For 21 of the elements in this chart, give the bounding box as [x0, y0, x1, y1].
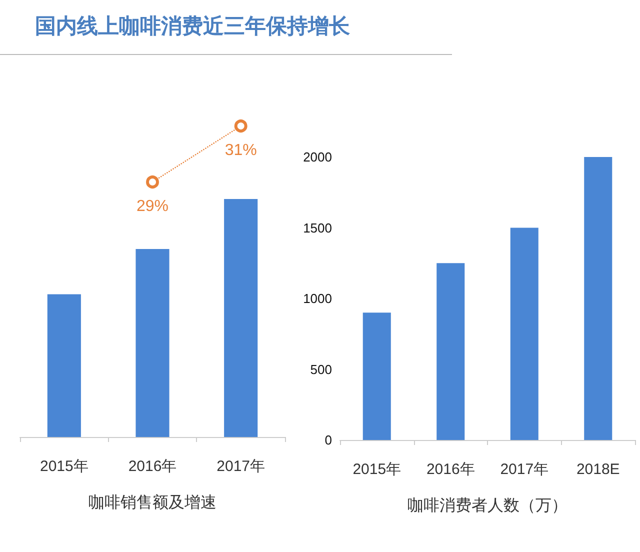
x-tick-label: 2016年	[426, 461, 475, 478]
bar	[584, 157, 612, 440]
data-label: 31%	[224, 142, 257, 159]
x-tick-label: 2017年	[216, 458, 266, 475]
data-label: 29%	[136, 198, 169, 215]
x-tick-label: 2015年	[352, 461, 402, 478]
x-axis-title: 咖啡消费者人数（万）	[408, 496, 568, 514]
y-tick-label: 1500	[303, 220, 332, 236]
y-tick-label: 0	[324, 432, 332, 448]
y-tick-label: 2000	[303, 150, 332, 164]
x-tick-label: 2015年	[40, 458, 88, 475]
x-axis-title: 咖啡销售额及增速	[88, 494, 216, 512]
x-tick-label: 2016年	[128, 458, 177, 475]
x-tick-label: 2018E	[576, 461, 620, 478]
bar	[362, 312, 391, 440]
bar	[436, 263, 465, 440]
y-tick-label: 1000	[303, 291, 332, 306]
y-tick-label: 500	[310, 362, 332, 377]
bar	[510, 228, 538, 440]
x-tick-label: 2017年	[500, 461, 549, 478]
chart-title: 国内线上咖啡消费近三年保持增长	[35, 13, 351, 38]
